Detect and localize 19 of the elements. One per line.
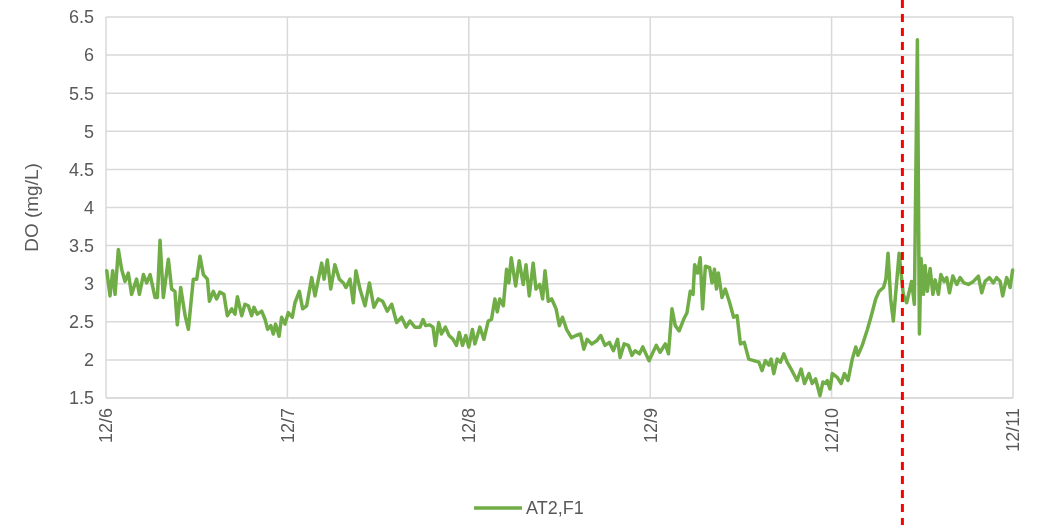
x-tick-label: 12/9 [640, 408, 661, 444]
y-tick-label: 4 [83, 197, 94, 218]
y-tick-label: 3.5 [68, 235, 94, 256]
x-tick-label: 12/6 [96, 408, 117, 444]
y-tick-label: 5.5 [68, 83, 94, 104]
x-tick-label: 12/11 [1003, 408, 1024, 452]
x-tick-label: 12/7 [277, 408, 298, 444]
y-tick-label: 6.5 [68, 7, 94, 28]
y-axis-title: DO (mg/L) [21, 163, 42, 252]
legend-label: AT2,F1 [526, 498, 584, 519]
y-tick-label: 3 [83, 274, 94, 294]
y-tick-label: 1.5 [68, 388, 94, 409]
y-tick-label: 2 [83, 350, 94, 371]
x-tick-label: 12/10 [821, 408, 842, 454]
y-tick-label: 5 [83, 121, 94, 142]
y-tick-label: 2.5 [68, 312, 94, 333]
y-tick-label: 6 [83, 45, 94, 66]
y-tick-label: 4.5 [68, 159, 94, 180]
x-tick-label: 12/8 [459, 408, 480, 444]
